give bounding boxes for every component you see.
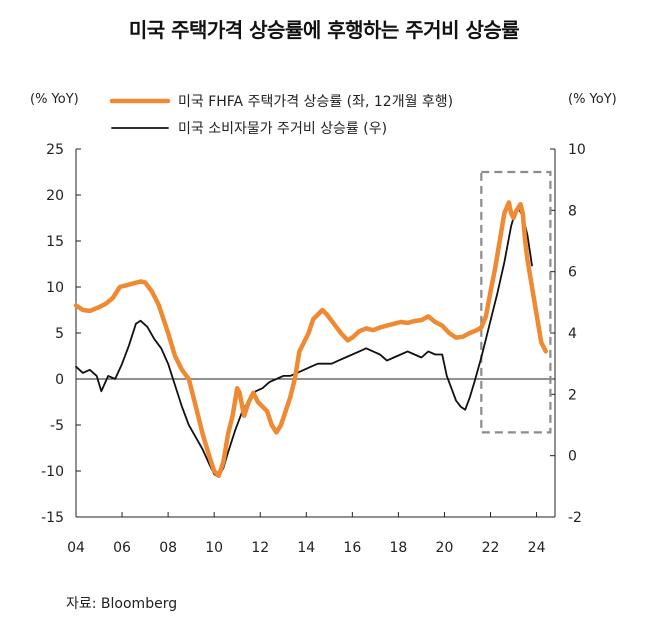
annotation-layer xyxy=(480,170,552,434)
right-tick-label: -2 xyxy=(568,510,582,526)
x-tick-label: 22 xyxy=(482,540,500,556)
x-tick-label: 14 xyxy=(297,540,315,556)
x-tick-label: 08 xyxy=(159,540,177,556)
left-tick-label: -10 xyxy=(41,464,64,480)
left-tick-label: 10 xyxy=(46,280,64,296)
left-tick-label: 20 xyxy=(46,188,64,204)
highlight-box xyxy=(480,170,552,434)
left-tick-label: -5 xyxy=(50,418,64,434)
house-price-line xyxy=(73,200,549,478)
right-tick-label: 0 xyxy=(568,449,577,465)
left-tick-label: -15 xyxy=(41,510,64,526)
x-tick-label: 04 xyxy=(67,540,85,556)
series-layer xyxy=(73,200,549,478)
right-axis-unit: (% YoY) xyxy=(568,92,617,107)
left-tick-label: 15 xyxy=(46,234,64,250)
x-tick-label: 20 xyxy=(436,540,454,556)
left-tick-label: 0 xyxy=(55,372,64,388)
left-tick-label: 5 xyxy=(55,326,64,342)
right-tick-label: 10 xyxy=(568,142,586,158)
x-tick-label: 10 xyxy=(205,540,223,556)
chart-title: 미국 주택가격 상승률에 후행하는 주거비 상승률 xyxy=(128,18,520,42)
x-tick-label: 06 xyxy=(113,540,131,556)
right-tick-label: 2 xyxy=(568,387,577,403)
left-axis-unit: (% YoY) xyxy=(30,92,79,107)
left-tick-label: 25 xyxy=(46,142,64,158)
x-tick-label: 18 xyxy=(389,540,407,556)
legend-label: 미국 FHFA 주택가격 상승률 (좌, 12개월 후행) xyxy=(178,94,453,110)
right-tick-label: 4 xyxy=(568,326,577,342)
source-note: 자료: Bloomberg xyxy=(66,596,178,612)
x-tick-label: 16 xyxy=(343,540,361,556)
legend: 미국 FHFA 주택가격 상승률 (좌, 12개월 후행) 미국 소비자물가 주거… xyxy=(109,94,453,137)
right-tick-label: 8 xyxy=(568,203,577,219)
shelter-cpi-line xyxy=(75,206,533,478)
x-tick-label: 24 xyxy=(528,540,546,556)
x-tick-label: 12 xyxy=(251,540,269,556)
right-tick-label: 6 xyxy=(568,265,577,281)
legend-label: 미국 소비자물가 주거비 상승률 (우) xyxy=(178,121,387,137)
